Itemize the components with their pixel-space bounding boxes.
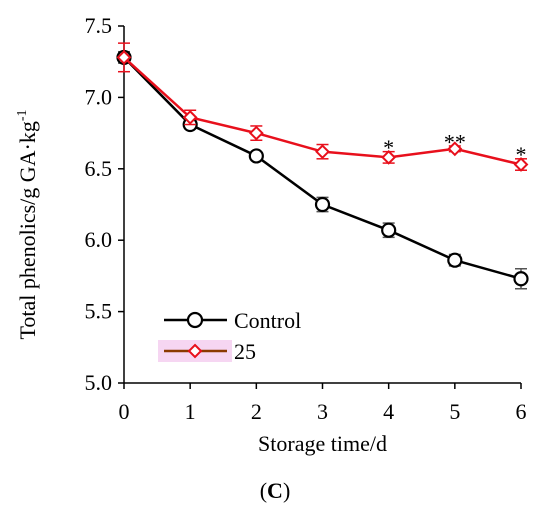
data-point (381, 149, 397, 165)
data-point (314, 196, 331, 213)
data-point (248, 148, 264, 164)
x-tick-label: 4 (383, 399, 394, 424)
series-control (116, 49, 529, 290)
x-tick-label: 6 (516, 399, 527, 424)
series-treatment-25 (116, 42, 529, 172)
x-tick-label: 1 (185, 399, 196, 424)
legend-marker-control (186, 311, 204, 329)
x-axis-title: Storage time/d (258, 431, 387, 456)
data-point (315, 144, 330, 160)
legend-label-control: Control (234, 308, 301, 333)
panel-label: (C) (259, 478, 291, 503)
annotations: * *** (383, 129, 526, 167)
legend: Control 25 (158, 308, 301, 364)
data-point (248, 125, 264, 141)
series-line (123, 56, 522, 280)
significance-marker: * (383, 135, 394, 160)
data-point (447, 252, 463, 268)
y-tick-label: 7.5 (85, 13, 113, 38)
line-chart: 5.0 5.5 6.0 6.5 7.0 7.5 0 1 2 3 4 5 6 Storage time/d T… (15, 13, 529, 456)
y-tick-label: 6.0 (85, 227, 113, 252)
legend-marker-25 (187, 343, 203, 359)
y-axis-title-main: Total phenolics/g GA·kg (15, 121, 40, 339)
data-point (513, 157, 529, 172)
x-tick-label: 2 (251, 399, 262, 424)
data-point (513, 271, 529, 287)
significance-marker: ** (444, 129, 466, 154)
data-point (116, 50, 132, 65)
legend-label-25: 25 (234, 339, 256, 364)
y-tick-label: 5.0 (85, 370, 113, 395)
axes: 5.0 5.5 6.0 6.5 7.0 7.5 0 1 2 3 4 5 6 Storage time/d T… (15, 13, 527, 456)
y-tick-label: 7.0 (85, 84, 113, 109)
y-axis-title: Total phenolics/g GA·kg-1 (15, 109, 40, 339)
x-tick-label: 3 (317, 399, 328, 424)
data-point (381, 222, 397, 238)
y-tick-label: 5.5 (85, 299, 113, 324)
y-axis-title-superscript: -1 (15, 109, 30, 121)
panel-letter: C (267, 478, 283, 503)
significance-marker: * (516, 142, 527, 167)
series-layer (116, 42, 529, 290)
data-point (447, 141, 463, 157)
x-tick-label: 0 (119, 399, 130, 424)
x-tick-label: 5 (449, 399, 460, 424)
data-point (182, 109, 198, 125)
y-tick-label: 6.5 (85, 156, 113, 181)
